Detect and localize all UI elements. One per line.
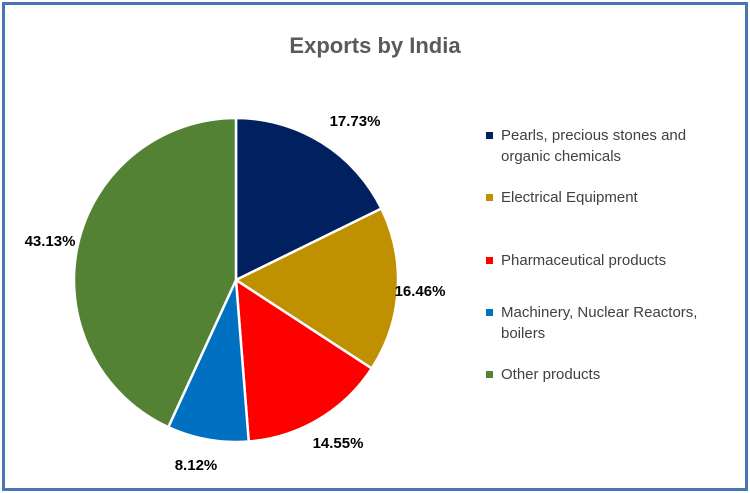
- legend-label-pearls: Pearls, precious stones and organic chem…: [501, 127, 687, 165]
- pie-slice-pearls: [234, 116, 384, 283]
- legend-swatch-machinery: [486, 309, 493, 316]
- legend-swatch-other: [486, 371, 493, 378]
- chart-title: Exports by India: [289, 33, 461, 58]
- data-label-electrical: 16.46%: [395, 283, 446, 300]
- pie-slice-pharma: [234, 277, 374, 443]
- legend-item-pearls: Pearls, precious stones and organic chem…: [486, 125, 731, 187]
- legend-label-machinery: Machinery, Nuclear Reactors, boilers: [501, 304, 698, 342]
- pie-slice-electrical: [233, 206, 400, 371]
- legend-item-other: Other products: [486, 364, 731, 388]
- legend-item-pharma: Pharmaceutical products: [486, 250, 731, 302]
- legend-label-other: Other products: [501, 366, 601, 383]
- data-label-machinery: 8.12%: [175, 457, 218, 474]
- legend-swatch-electrical: [486, 194, 493, 201]
- data-label-pharma: 14.55%: [313, 435, 364, 452]
- legend-swatch-pearls: [486, 132, 493, 139]
- legend-label-pharma: Pharmaceutical products: [501, 252, 667, 269]
- data-label-other: 43.13%: [25, 233, 76, 250]
- legend-swatch-pharma: [486, 257, 493, 264]
- legend-label-electrical: Electrical Equipment: [501, 189, 638, 206]
- legend: Pearls, precious stones and organic chem…: [486, 125, 731, 388]
- legend-item-machinery: Machinery, Nuclear Reactors, boilers: [486, 302, 731, 364]
- legend-item-electrical: Electrical Equipment: [486, 187, 731, 250]
- pie-slice-other: [72, 116, 238, 429]
- data-label-pearls: 17.73%: [330, 113, 381, 130]
